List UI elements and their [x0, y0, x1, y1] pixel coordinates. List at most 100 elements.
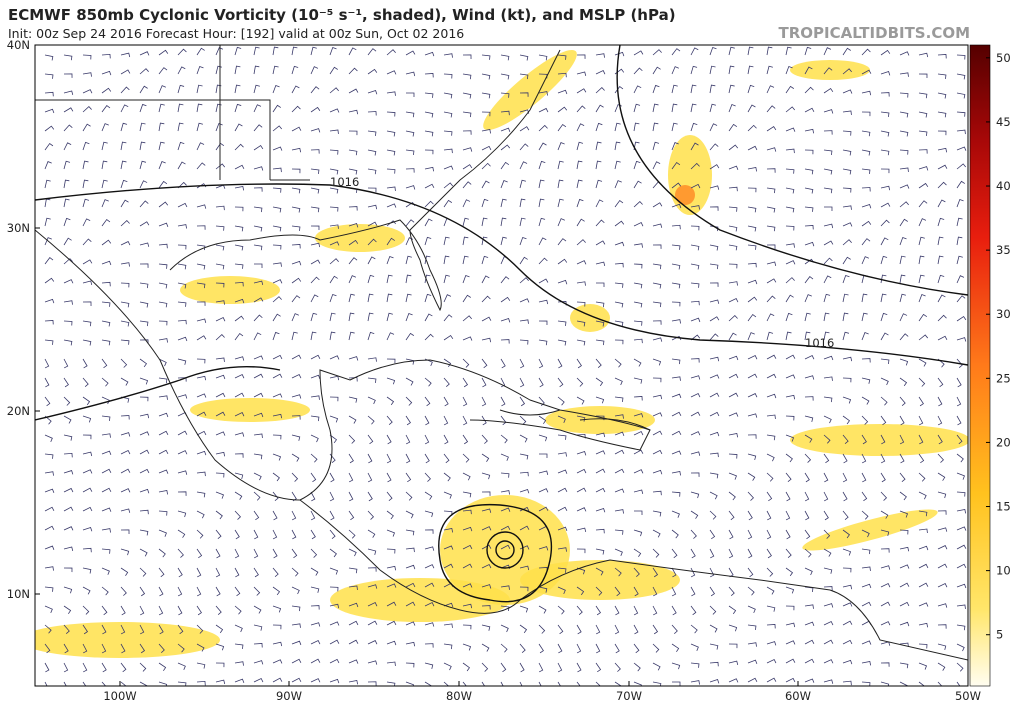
wind-barb — [44, 488, 55, 493]
wind-barb — [272, 373, 283, 379]
wind-barb — [671, 586, 677, 597]
wind-barb — [538, 257, 548, 265]
wind-barb — [120, 624, 126, 635]
wind-barb — [386, 274, 393, 284]
wind-barb — [709, 679, 720, 684]
wind-barb — [861, 510, 869, 520]
wind-barb — [310, 259, 321, 265]
wind-barb — [82, 506, 93, 512]
wind-barb — [443, 643, 453, 650]
wind-barb — [63, 90, 74, 95]
wind-barb — [253, 104, 262, 113]
wind-barb — [405, 168, 415, 173]
wind-barb — [804, 434, 813, 443]
wind-barb — [671, 84, 678, 94]
wind-barb — [861, 90, 872, 96]
wind-barb — [139, 509, 149, 515]
wind-barb — [842, 377, 852, 383]
wind-barb — [937, 603, 948, 608]
wind-barb — [785, 622, 796, 628]
wind-barb — [766, 105, 776, 113]
wind-barb — [918, 111, 928, 118]
wind-barb — [443, 92, 453, 99]
wind-barb — [747, 491, 754, 501]
isobar-label: 1016 — [330, 175, 359, 189]
wind-barb — [633, 103, 641, 113]
wind-barb — [196, 375, 207, 381]
wind-barb — [918, 130, 928, 137]
wind-barb — [956, 544, 967, 550]
wind-barb — [652, 202, 663, 208]
wind-barb — [481, 526, 492, 531]
wind-barb — [405, 529, 415, 536]
wind-barb — [538, 586, 548, 593]
wind-barb — [348, 47, 357, 56]
wind-barb — [158, 490, 169, 495]
wind-barb — [405, 111, 415, 118]
wind-barb — [918, 602, 929, 607]
wind-barb — [329, 472, 335, 483]
wind-barb — [405, 377, 414, 386]
wind-barb — [424, 293, 432, 303]
wind-barb — [253, 297, 264, 303]
map-frame — [34, 44, 969, 687]
wind-barb — [63, 681, 67, 686]
wind-barb — [937, 73, 947, 79]
wind-barb — [861, 204, 872, 209]
wind-barb — [158, 586, 164, 597]
wind-barb — [348, 396, 358, 403]
wind-barb — [785, 65, 793, 75]
wind-barb — [709, 333, 719, 341]
wind-barb — [139, 468, 150, 474]
wind-barb — [329, 548, 337, 558]
wind-barb — [63, 279, 74, 284]
wind-barb — [918, 236, 925, 246]
wind-barb — [234, 263, 244, 269]
wind-barb — [82, 160, 89, 170]
wind-barb — [652, 586, 658, 597]
wind-barb — [804, 225, 814, 230]
wind-barb — [82, 487, 93, 493]
wind-barb — [348, 434, 356, 444]
wind-barb — [405, 662, 415, 668]
wind-barb — [101, 605, 108, 616]
wind-barb — [101, 123, 109, 132]
wind-barb — [766, 548, 772, 559]
wind-barb — [709, 605, 717, 615]
wind-barb — [386, 312, 393, 322]
wind-barb — [253, 567, 259, 578]
wind-barb — [44, 179, 51, 189]
wind-barb — [937, 92, 947, 99]
wind-barb — [367, 130, 377, 136]
wind-barb — [443, 545, 454, 550]
wind-barb — [386, 415, 393, 425]
wind-barb — [823, 491, 829, 502]
wind-barb — [367, 396, 376, 405]
wind-barb — [728, 263, 738, 269]
wind-barb — [823, 567, 833, 574]
wind-barb — [177, 681, 187, 686]
wind-barb — [766, 677, 777, 683]
wind-barb — [709, 316, 720, 322]
wind-barb — [956, 54, 966, 60]
wind-barb — [861, 293, 868, 303]
wind-barb — [424, 453, 430, 464]
wind-barb — [519, 377, 525, 388]
wind-barb — [215, 300, 225, 305]
wind-barb — [823, 67, 833, 75]
wind-barb — [576, 54, 586, 59]
wind-barb — [215, 374, 226, 380]
wind-barb — [405, 472, 412, 483]
wind-barb — [443, 73, 453, 79]
wind-barb — [63, 643, 69, 654]
wind-barb — [690, 358, 700, 363]
wind-barb — [709, 374, 720, 379]
colorbar-label: 30 — [996, 307, 1011, 321]
wind-barb — [766, 658, 777, 664]
wind-barb — [348, 206, 358, 211]
wind-barb — [538, 299, 549, 305]
wind-barb — [899, 601, 910, 607]
wind-barb — [804, 276, 814, 284]
wind-barb — [785, 677, 796, 683]
wind-barb — [956, 217, 963, 227]
